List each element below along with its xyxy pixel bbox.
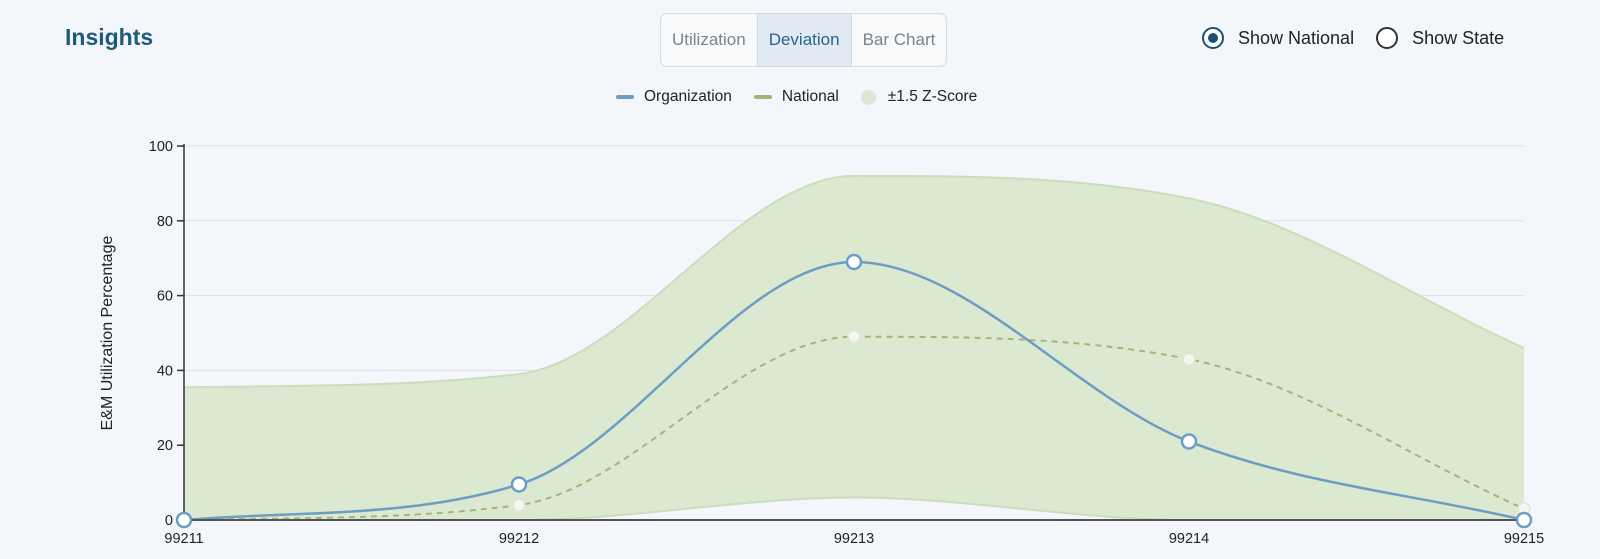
show-national-label: Show National xyxy=(1238,27,1355,48)
comparison-radio-group: Show National Show State xyxy=(1202,27,1526,49)
organization-line-swatch-icon xyxy=(616,95,634,99)
show-state-radio[interactable]: Show State xyxy=(1376,27,1504,49)
y-tick-label: 100 xyxy=(149,139,173,155)
y-tick-label: 0 xyxy=(165,513,173,529)
page-title: Insights xyxy=(65,24,154,50)
legend-item-zscore: ±1.5 Z-Score xyxy=(860,88,978,106)
y-tick-label: 80 xyxy=(157,214,173,230)
y-tick-label: 60 xyxy=(157,289,173,305)
organization-point xyxy=(1180,433,1198,450)
legend-label-national: National xyxy=(781,88,839,105)
x-tick-label: 99215 xyxy=(1504,531,1544,547)
x-tick-label: 99213 xyxy=(834,531,874,547)
zscore-band-upper-edge xyxy=(183,174,1525,389)
national-point xyxy=(1182,352,1196,366)
tab-utilization[interactable]: Utilization xyxy=(672,30,746,49)
chart-legend: Organization National ±1.5 Z-Score xyxy=(616,88,999,106)
radio-unchecked-icon xyxy=(1376,27,1399,49)
view-tabs: Utilization Deviation Bar Chart xyxy=(660,13,948,67)
legend-item-organization: Organization xyxy=(616,88,732,106)
x-tick-label: 99214 xyxy=(1169,531,1209,547)
zscore-band-area xyxy=(184,175,1524,521)
organization-point xyxy=(1515,511,1533,529)
tab-deviation[interactable]: Deviation xyxy=(756,14,851,66)
x-tick-label: 99212 xyxy=(499,531,539,547)
organization-point xyxy=(175,511,193,529)
national-point xyxy=(512,498,526,512)
national-line-swatch-icon xyxy=(753,95,772,99)
zscore-dot-swatch-icon xyxy=(860,89,876,105)
legend-label-organization: Organization xyxy=(644,88,732,105)
y-tick-label: 20 xyxy=(157,438,173,454)
y-axis-label: E&M Utilization Percentage xyxy=(99,236,116,431)
national-point xyxy=(847,329,861,344)
show-state-label: Show State xyxy=(1412,27,1505,48)
organization-point xyxy=(510,476,528,493)
y-tick-label: 40 xyxy=(157,363,173,379)
x-tick-label: 99211 xyxy=(164,531,203,547)
legend-label-zscore: ±1.5 Z-Score xyxy=(887,88,978,105)
show-national-radio[interactable]: Show National xyxy=(1202,27,1354,49)
radio-checked-icon xyxy=(1202,27,1224,49)
tab-bar-chart[interactable]: Bar Chart xyxy=(850,14,947,66)
legend-item-national: National xyxy=(753,88,839,106)
organization-point xyxy=(845,253,863,271)
